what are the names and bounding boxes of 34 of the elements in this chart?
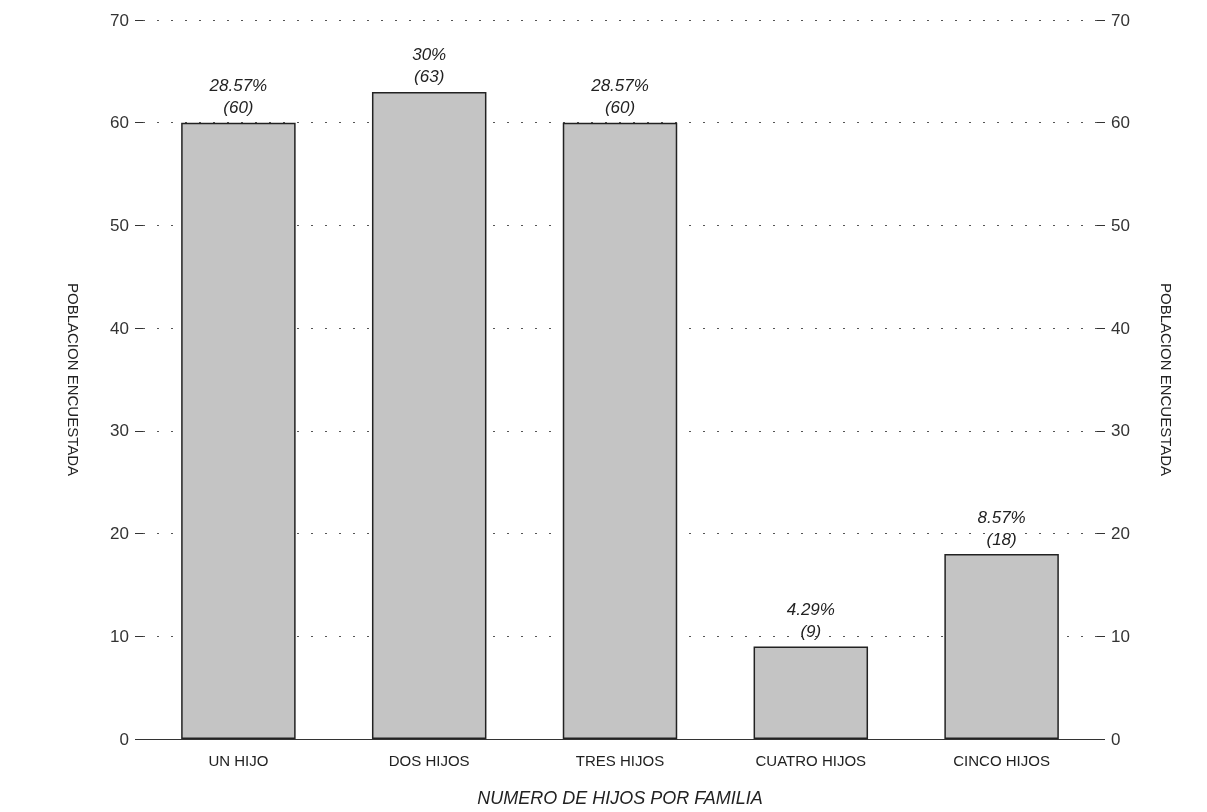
y2-tick-label: 40	[1111, 318, 1130, 338]
y-tick-label: 10	[110, 626, 129, 646]
x-tick-label: TRES HIJOS	[575, 752, 665, 769]
data-label: 4.29% (9)	[786, 600, 835, 642]
y2-axis-title: POBLACION ENCUESTADA	[1158, 282, 1175, 477]
x-tick-label: DOS HIJOS	[388, 752, 470, 769]
y-axis-title: POBLACION ENCUESTADA	[65, 282, 82, 477]
data-label: 28.57% (60)	[590, 76, 649, 118]
bar	[562, 122, 678, 739]
y-tick-label: 40	[110, 318, 129, 338]
data-label: 30% (63)	[412, 45, 447, 87]
y-tick-label: 30	[110, 421, 129, 441]
y2-tick-label: 0	[1111, 729, 1121, 749]
y-tick-label: 50	[110, 215, 129, 235]
y2-tick-label: 10	[1111, 626, 1130, 646]
x-tick-label: UN HIJO	[208, 752, 269, 769]
x-tick-label: CUATRO HIJOS	[755, 752, 867, 769]
y-tick-label: 0	[119, 729, 129, 749]
y2-tick-label: 20	[1111, 524, 1130, 544]
x-axis-title: NUMERO DE HIJOS POR FAMILIA	[477, 788, 763, 808]
y-tick-label: 70	[110, 10, 129, 30]
data-label: 8.57% (18)	[977, 507, 1026, 549]
data-label: 28.57% (60)	[208, 76, 268, 118]
y2-tick-label: 50	[1111, 215, 1130, 235]
bar	[181, 122, 296, 739]
x-tick-label: CINCO HIJOS	[953, 752, 1050, 769]
y-tick-label: 20	[110, 524, 129, 544]
y2-tick-label: 70	[1111, 10, 1130, 30]
y2-tick-label: 60	[1111, 113, 1130, 133]
y-tick-label: 60	[110, 113, 129, 133]
bar	[371, 91, 487, 739]
y2-tick-label: 30	[1111, 421, 1130, 441]
bar	[944, 554, 1059, 739]
bar	[753, 646, 869, 739]
